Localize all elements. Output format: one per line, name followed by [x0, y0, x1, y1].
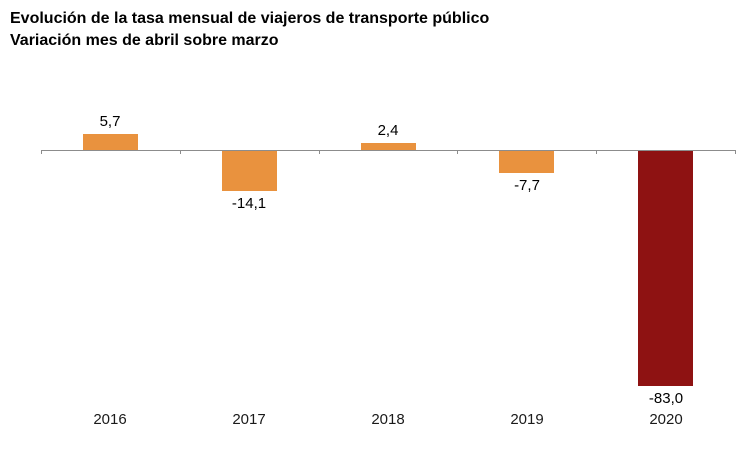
- chart-title: Evolución de la tasa mensual de viajeros…: [10, 10, 490, 27]
- x-tick-label-2020: 2020: [649, 411, 683, 428]
- axis-tick: [735, 150, 736, 154]
- axis-tick: [457, 150, 458, 154]
- x-tick-label-2016: 2016: [93, 411, 127, 428]
- axis-tick: [41, 150, 42, 154]
- bar-2019: [499, 151, 554, 173]
- bar-2016: [83, 134, 138, 150]
- value-label-2019: -7,7: [514, 177, 540, 194]
- bar-2020: [638, 151, 693, 386]
- x-axis-line: [41, 150, 735, 151]
- x-tick-label-2019: 2019: [510, 411, 544, 428]
- value-label-2020: -83,0: [648, 390, 684, 407]
- chart-subtitle: Variación mes de abril sobre marzo: [10, 32, 279, 49]
- axis-tick: [596, 150, 597, 154]
- axis-tick: [319, 150, 320, 154]
- value-label-2016: 5,7: [99, 113, 121, 130]
- chart-header: Evolución de la tasa mensual de viajeros…: [10, 8, 489, 52]
- bar-2017: [222, 151, 277, 191]
- x-tick-label-2018: 2018: [371, 411, 405, 428]
- value-label-2017: -14,1: [231, 195, 267, 212]
- x-tick-label-2017: 2017: [232, 411, 266, 428]
- axis-tick: [180, 150, 181, 154]
- bar-2018: [361, 143, 416, 150]
- value-label-2018: 2,4: [377, 122, 399, 139]
